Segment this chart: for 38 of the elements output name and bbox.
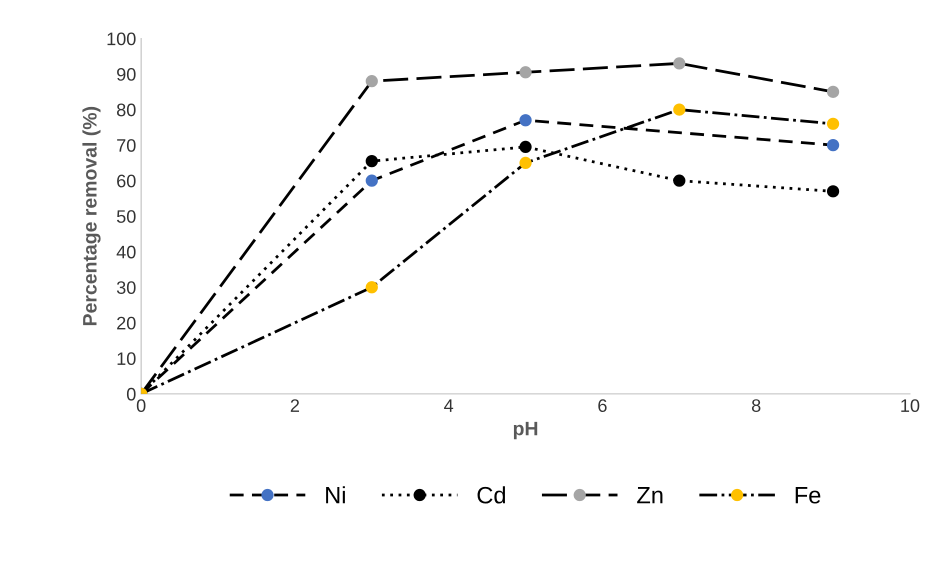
x-tick-label: 4 bbox=[444, 399, 454, 412]
point bbox=[366, 75, 378, 88]
y-tick-label: 70 bbox=[117, 139, 136, 152]
legend-label: Fe bbox=[796, 487, 820, 504]
y-tick-label: 50 bbox=[116, 210, 136, 223]
point bbox=[826, 118, 840, 130]
y-tick-label: 30 bbox=[116, 281, 136, 294]
x-tick-label: 2 bbox=[290, 399, 300, 412]
point bbox=[826, 86, 840, 98]
x-axis-title: pH bbox=[514, 422, 538, 440]
y-axis-title: Percentage removal (%) bbox=[82, 106, 101, 326]
y-tick-label: 90 bbox=[117, 68, 136, 81]
point bbox=[519, 156, 532, 170]
point bbox=[366, 174, 378, 187]
y-tick-label: 10 bbox=[118, 352, 136, 366]
point bbox=[366, 155, 378, 168]
y-tick-label: 40 bbox=[116, 246, 136, 258]
y-tick-label: 100 bbox=[108, 32, 136, 46]
legend-label: Cd bbox=[478, 486, 506, 504]
point bbox=[519, 114, 532, 126]
x-tick-label: 8 bbox=[752, 399, 760, 412]
x-tick-label: 0 bbox=[136, 399, 146, 412]
point bbox=[826, 185, 840, 198]
point bbox=[366, 281, 378, 294]
point bbox=[673, 103, 686, 116]
y-tick-label: 20 bbox=[117, 316, 136, 330]
x-tick-label: 6 bbox=[598, 399, 607, 412]
point bbox=[673, 174, 686, 187]
y-tick-label: 80 bbox=[116, 104, 136, 116]
x-tick-label: 10 bbox=[901, 399, 920, 412]
legend-label: Zn bbox=[637, 487, 662, 504]
point bbox=[519, 66, 532, 78]
legend-label: Ni bbox=[326, 486, 345, 504]
y-tick-label: 60 bbox=[117, 174, 136, 188]
y-tick-label: 0 bbox=[126, 388, 136, 401]
point bbox=[673, 57, 686, 70]
point bbox=[519, 140, 532, 154]
point bbox=[826, 139, 840, 152]
